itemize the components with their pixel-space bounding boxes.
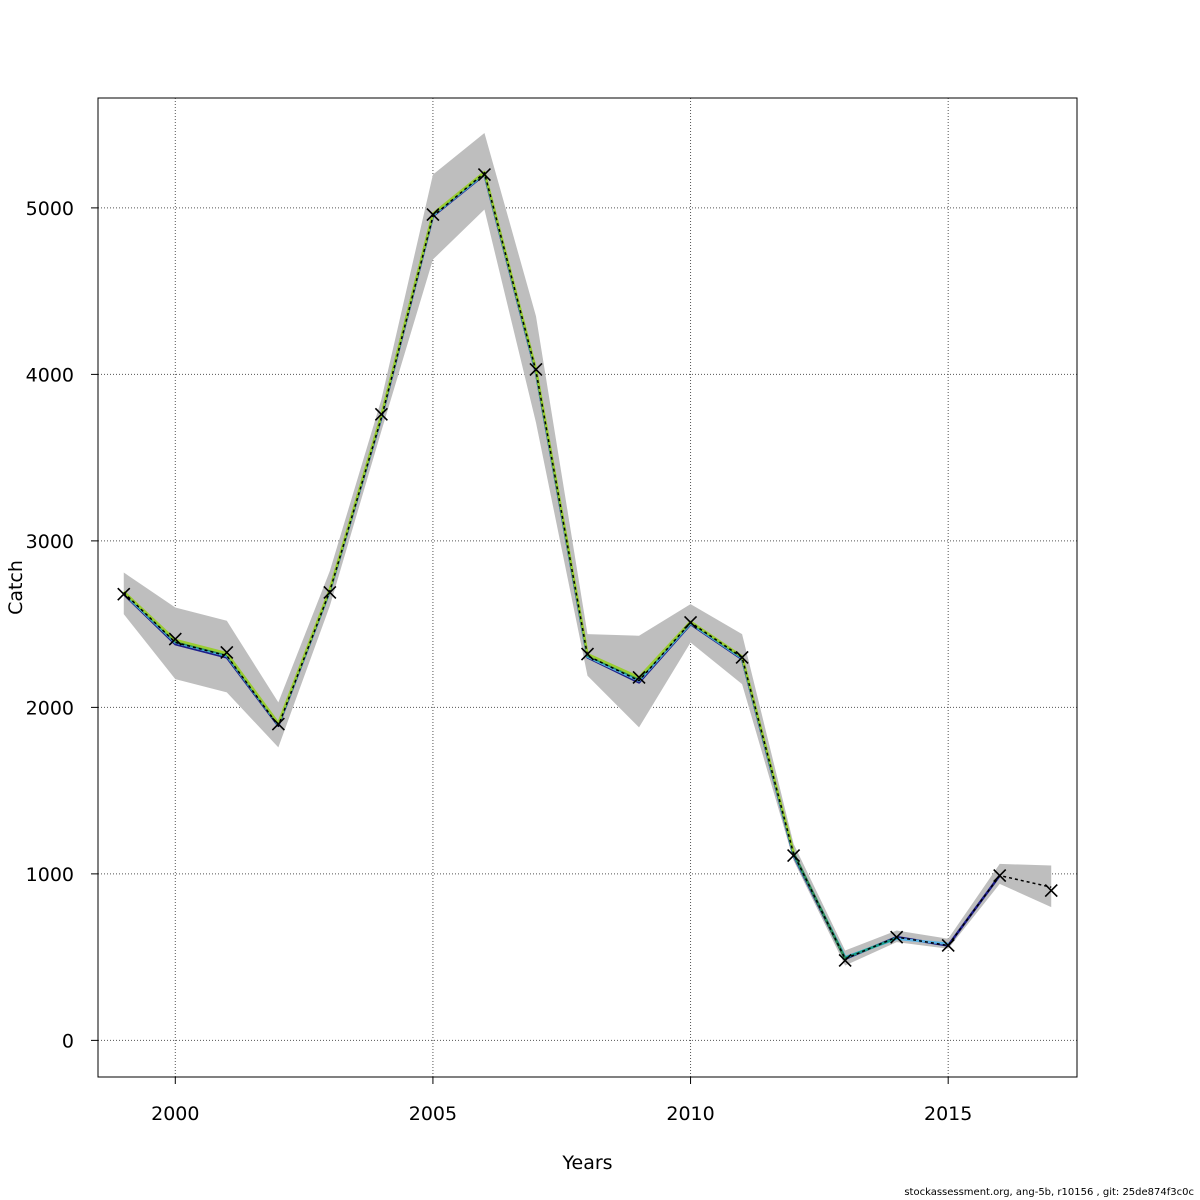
retro-series-line — [122, 170, 795, 853]
observed-point — [271, 717, 285, 731]
y-axis-title: Catch — [5, 560, 27, 615]
observed-point — [168, 632, 182, 646]
retro-series-line — [122, 172, 949, 959]
y-tick-label: 2000 — [26, 697, 74, 719]
estimate-series-line — [123, 171, 1052, 960]
observed-point — [787, 848, 801, 863]
x-tick-label: 2000 — [151, 1103, 199, 1125]
observed-point — [1044, 883, 1058, 898]
y-tick-label: 5000 — [26, 198, 74, 220]
observed-markers — [117, 168, 1058, 968]
retro-series-line — [122, 173, 1001, 961]
retro-series-line — [122, 171, 847, 960]
observed-point — [477, 168, 492, 182]
observed-point — [632, 670, 646, 684]
observed-point — [838, 953, 852, 968]
estimate-line — [123, 171, 1052, 960]
observed-point — [323, 585, 337, 600]
x-axis-title: Years — [561, 1152, 612, 1174]
observed-point — [735, 650, 749, 664]
y-tick-label: 4000 — [26, 364, 74, 386]
observed-point — [374, 407, 388, 421]
y-axis: 0 1000 2000 3000 4000 5000 — [26, 198, 98, 1052]
y-tick-label: 1000 — [26, 864, 74, 886]
x-tick-label: 2005 — [409, 1103, 457, 1125]
observed-point — [993, 868, 1007, 883]
observed-point — [683, 615, 698, 630]
retrospective-lines — [122, 170, 1001, 961]
footer-credit: stockassessment.org, ang-5b, r10156 , gi… — [904, 1187, 1194, 1198]
confidence-band-area — [123, 132, 1052, 966]
observed-point — [220, 645, 234, 659]
observed-point — [426, 207, 440, 222]
plot-frame — [97, 97, 1078, 1078]
y-tick-label: 3000 — [26, 531, 74, 553]
observed-point — [941, 938, 955, 953]
confidence-band — [123, 132, 1052, 966]
observed-point — [890, 930, 904, 944]
observed-point — [580, 647, 595, 661]
x-axis: 2000 2005 2010 2015 — [151, 1077, 972, 1125]
y-tick-label: 0 — [62, 1030, 74, 1052]
observed-point — [529, 362, 543, 376]
x-tick-label: 2015 — [924, 1103, 972, 1125]
grid-lines — [98, 98, 1077, 1077]
observed-point — [117, 587, 131, 601]
x-tick-label: 2010 — [666, 1103, 714, 1125]
